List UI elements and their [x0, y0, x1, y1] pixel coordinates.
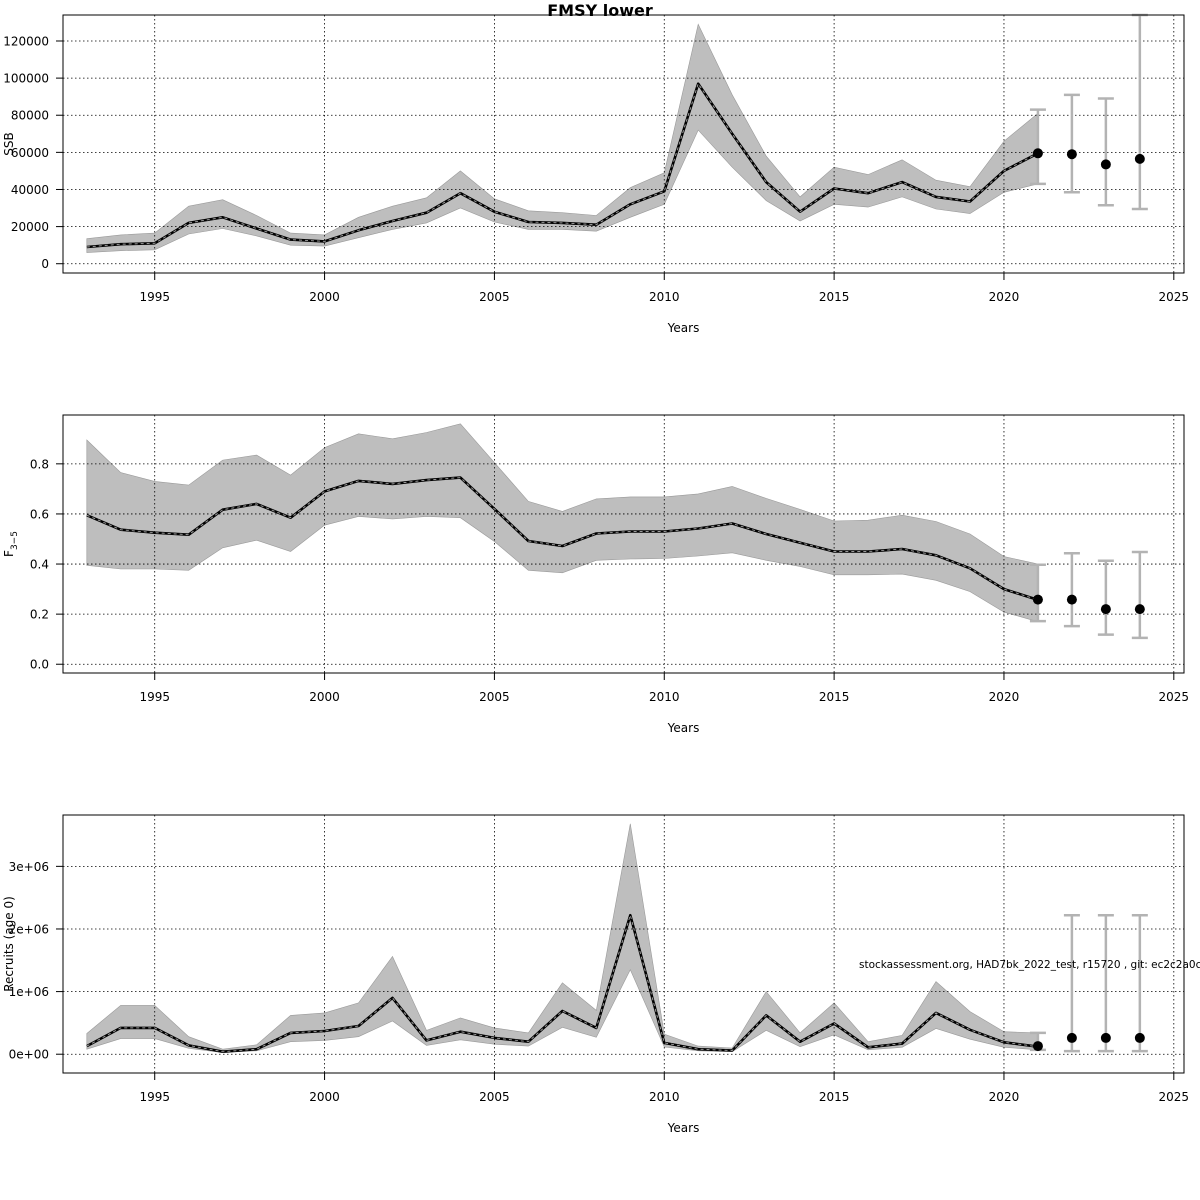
ssb-y-tick-label: 40000 [11, 183, 49, 197]
recruits-x-tick-label: 2000 [309, 1090, 340, 1104]
recruits-y-tick-label: 2e+06 [9, 922, 49, 936]
recruits-panel: 1995 2000 2005 2010 2015 2020 2025 0e+00 1e+06 2e… [2, 814, 1190, 1135]
recruits-confidence-band [86, 823, 1039, 1053]
ssb-y-axis-label: SSB [2, 132, 16, 155]
ssb-x-axis-label: Years [667, 321, 700, 335]
ssb-x-tick-label: 1995 [139, 290, 170, 304]
recruits-y-tick-label: 0e+00 [9, 1048, 49, 1062]
chart-title: FMSY lower [547, 1, 653, 20]
fbar-y-axis-label: F3−5 [2, 531, 20, 557]
ssb-x-tick-label: 2000 [309, 290, 340, 304]
fbar-y-tick-label: 0.8 [30, 457, 49, 471]
recruits-y-tick-label: 1e+06 [9, 985, 49, 999]
fbar-x-tick-label: 2000 [309, 690, 340, 704]
fbar-y-axis-label-subscript: 3−5 [10, 531, 20, 550]
ssb-frame [62, 14, 1185, 274]
ssb-y-tick-label: 0 [41, 257, 49, 271]
ssb-estimate-line-dash [86, 82, 1039, 248]
ssb-forecast-point [1100, 159, 1111, 170]
fbar-forecast-point [1134, 604, 1145, 615]
fbar-x-tick-label: 2025 [1159, 690, 1190, 704]
recruits-estimate-line [86, 913, 1039, 1053]
ssb-y-tick-label: 100000 [3, 72, 49, 86]
ssb-x-tick-label: 2015 [819, 290, 850, 304]
fbar-y-tick-label: 0.4 [30, 558, 49, 572]
recruits-x-tick-label: 1995 [139, 1090, 170, 1104]
fbar-forecast-point [1032, 594, 1043, 605]
recruits-frame [62, 814, 1185, 1074]
ssb-y-tick-label: 20000 [11, 220, 49, 234]
fbar-forecast-point [1100, 604, 1111, 615]
ssb-x-tick-label: 2010 [649, 290, 680, 304]
fbar-y-tick-label: 0.0 [30, 658, 49, 672]
recruits-x-tick-label: 2015 [819, 1090, 850, 1104]
fbar-forecast-point [1066, 594, 1077, 605]
ssb-y-tick-label: 80000 [11, 109, 49, 123]
recruits-forecast-point [1066, 1032, 1077, 1043]
recruits-x-tick-label: 2020 [989, 1090, 1020, 1104]
recruits-x-tick-label: 2005 [479, 1090, 510, 1104]
ssb-panel: 1995 2000 2005 2010 2015 2020 2025 0 20000 40000 6… [2, 13, 1190, 335]
fbar-x-tick-label: 2020 [989, 690, 1020, 704]
ssb-y-tick-label: 120000 [3, 34, 49, 48]
fbar-y-tick-label: 0.2 [30, 608, 49, 622]
ssb-y-tick-label: 60000 [11, 146, 49, 160]
recruits-x-axis-label: Years [667, 1121, 700, 1135]
fbar-x-tick-label: 2015 [819, 690, 850, 704]
ssb-x-tick-label: 2025 [1159, 290, 1190, 304]
fbar-x-axis-label: Years [667, 721, 700, 735]
fbar-estimate-line-dash [86, 477, 1039, 601]
fbar-confidence-band [86, 423, 1039, 623]
ssb-forecast-point [1066, 149, 1077, 160]
recruits-y-axis-label: Recruits (age 0) [2, 896, 16, 992]
fbar-panel: 1995 2000 2005 2010 2015 2020 2025 0.0 0.2 0.4 0.6… [2, 414, 1190, 735]
recruits-forecast-point [1100, 1032, 1111, 1043]
recruits-x-tick-label: 2010 [649, 1090, 680, 1104]
footnote: stockassessment.org, HAD7bk_2022_test, r… [859, 959, 1200, 971]
fbar-y-tick-label: 0.6 [30, 507, 49, 521]
ssb-x-tick-label: 2020 [989, 290, 1020, 304]
fbar-frame [62, 414, 1185, 674]
recruits-forecast-point [1032, 1041, 1043, 1052]
ssb-forecast-point [1032, 148, 1043, 159]
ssb-x-tick-label: 2005 [479, 290, 510, 304]
fbar-x-tick-label: 2010 [649, 690, 680, 704]
fbar-x-tick-label: 1995 [139, 690, 170, 704]
recruits-forecast-point [1134, 1032, 1145, 1043]
recruits-x-tick-label: 2025 [1159, 1090, 1190, 1104]
fbar-x-tick-label: 2005 [479, 690, 510, 704]
recruits-y-tick-label: 3e+06 [9, 860, 49, 874]
ssb-forecast-point [1134, 153, 1145, 164]
